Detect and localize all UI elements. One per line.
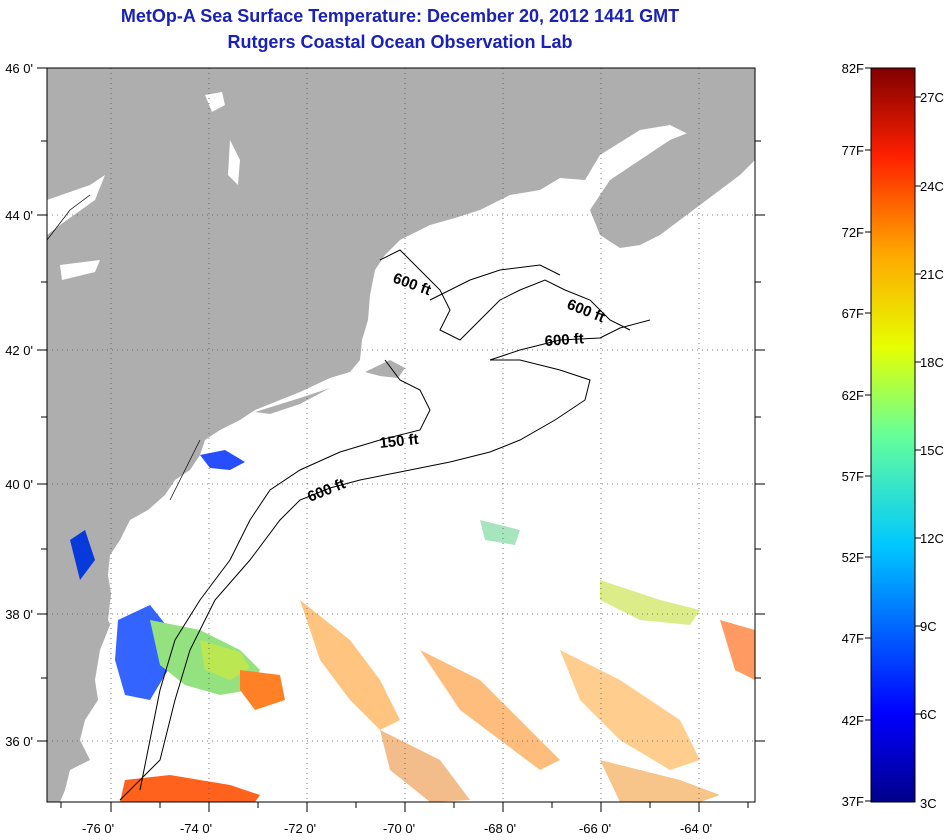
colorbar-c-label: 18C <box>920 355 944 370</box>
lat-label: 40 0' <box>5 477 33 492</box>
lat-label: 38 0' <box>5 607 33 622</box>
lat-label: 42 0' <box>5 343 33 358</box>
contour-inner <box>429 264 561 301</box>
map-subtitle: Rutgers Coastal Ocean Observation Lab <box>227 32 573 52</box>
contour-150ft <box>139 359 431 791</box>
colorbar-f-label: 72F <box>842 225 864 240</box>
colorbar-f-label: 62F <box>842 388 864 403</box>
lon-label: -64 0' <box>680 821 712 836</box>
lat-label: 44 0' <box>5 208 33 223</box>
lat-label: 46 0' <box>5 61 33 76</box>
colorbar-c-label: 21C <box>920 267 944 282</box>
colorbar-f-label: 52F <box>842 550 864 565</box>
colorbar-c-label: 12C <box>920 531 944 546</box>
colorbar-f-label: 57F <box>842 469 864 484</box>
colorbar-c-label: 9C <box>920 619 937 634</box>
colorbar-f-label: 37F <box>842 794 864 809</box>
colorbar-c-label: 6C <box>920 707 937 722</box>
contour-label: 150 ft <box>379 431 420 452</box>
colorbar-c-label: 24C <box>920 179 944 194</box>
lon-label: -76 0' <box>82 821 114 836</box>
map-title: MetOp-A Sea Surface Temperature: Decembe… <box>120 6 680 26</box>
lon-label: -66 0' <box>579 821 611 836</box>
contour-600ft-1 <box>119 319 651 801</box>
colorbar-f-label: 47F <box>842 631 864 646</box>
colorbar-f-label: 67F <box>842 306 864 321</box>
long-island <box>255 388 330 414</box>
sst-data-patches <box>70 450 755 802</box>
contour-label: 600 ft <box>544 330 584 350</box>
colorbar <box>870 67 916 803</box>
colorbar-c-label: 15C <box>920 443 944 458</box>
colorbar-c-label: 3C <box>920 796 937 811</box>
lon-label: -68 0' <box>484 821 516 836</box>
colorbar-f-label: 77F <box>842 143 864 158</box>
land-mass <box>47 68 755 802</box>
lon-label: -72 0' <box>284 821 316 836</box>
lon-label: -74 0' <box>180 821 212 836</box>
colorbar-f-label: 82F <box>842 61 864 76</box>
lon-label: -70 0' <box>383 821 415 836</box>
contour-600ft-2 <box>379 249 631 341</box>
lat-label: 36 0' <box>5 734 33 749</box>
nova-scotia <box>590 110 755 248</box>
colorbar-f-label: 42F <box>842 713 864 728</box>
colorbar-c-label: 27C <box>920 90 944 105</box>
